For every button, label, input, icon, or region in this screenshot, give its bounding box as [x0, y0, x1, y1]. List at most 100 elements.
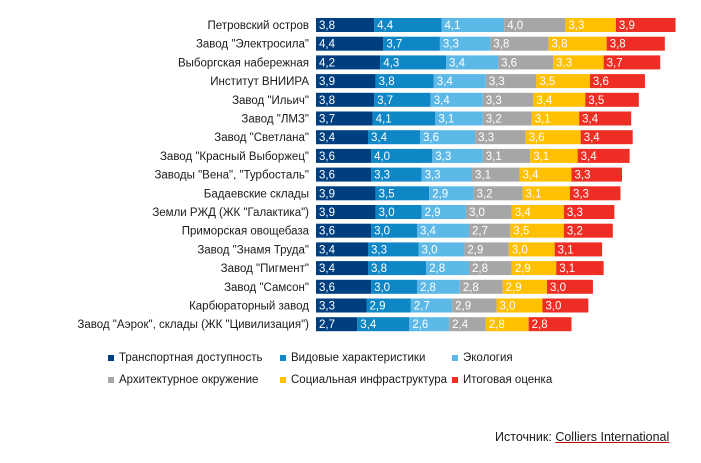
category-label: Земли РЖД (ЖК "Галактика")	[152, 207, 309, 219]
value-label: 3,1	[438, 114, 454, 126]
category-label: Завод "ЛМЗ"	[241, 114, 309, 126]
category-label: Завод "Электросила"	[196, 39, 309, 51]
value-label: 3,3	[478, 132, 494, 144]
source-note: Источник: Colliers International	[495, 430, 669, 444]
value-label: 4,4	[377, 20, 394, 32]
value-label: 3,4	[434, 95, 451, 107]
value-label: 3,0	[374, 282, 390, 294]
value-label: 3,0	[500, 301, 516, 313]
value-label: 2,7	[319, 319, 335, 331]
value-label: 3,9	[619, 20, 635, 32]
value-label: 3,3	[567, 207, 583, 219]
value-label: 3,2	[486, 114, 502, 126]
value-label: 3,8	[552, 39, 568, 51]
legend-swatch	[452, 355, 458, 361]
value-label: 3,0	[374, 226, 390, 238]
value-label: 3,7	[607, 57, 623, 69]
legend-label: Экология	[463, 352, 513, 364]
value-label: 3,6	[529, 132, 545, 144]
value-label: 3,4	[420, 226, 437, 238]
value-label: 4,4	[319, 39, 336, 51]
value-label: 3,3	[319, 301, 335, 313]
category-label: Завод "Пигмент"	[221, 263, 309, 275]
value-label: 3,3	[425, 170, 441, 182]
value-label: 3,4	[371, 132, 388, 144]
legend-item: Социальная инфраструктура	[280, 374, 452, 386]
source-label: Источник:	[495, 430, 552, 444]
value-label: 4,0	[507, 20, 523, 32]
value-label: 3,4	[584, 132, 601, 144]
value-label: 2,9	[467, 244, 483, 256]
value-label: 3,4	[536, 95, 553, 107]
category-label: Завод "Аэрок", склады (ЖК "Цивилизация")	[77, 319, 309, 331]
legend-label: Архитектурное окружение	[119, 374, 258, 386]
value-label: 2,6	[412, 319, 428, 331]
category-label: Завод "Самсон"	[224, 282, 309, 294]
value-label: 3,6	[319, 170, 335, 182]
value-label: 2,9	[425, 207, 441, 219]
legend-swatch	[108, 355, 114, 361]
value-label: 3,3	[443, 39, 459, 51]
legend-swatch	[280, 377, 286, 383]
value-label: 3,6	[319, 151, 335, 163]
value-label: 3,0	[550, 282, 566, 294]
value-label: 3,6	[593, 76, 609, 88]
value-label: 3,8	[493, 39, 509, 51]
value-label: 3,2	[567, 226, 583, 238]
value-label: 3,3	[486, 95, 502, 107]
legend-label: Транспортная доступность	[119, 352, 262, 364]
value-label: 3,8	[371, 263, 387, 275]
value-label: 3,8	[319, 95, 335, 107]
value-label: 3,1	[558, 244, 574, 256]
category-label: Выборгская набережная	[178, 57, 309, 69]
value-label: 3,4	[522, 170, 539, 182]
value-label: 3,9	[319, 207, 335, 219]
value-label: 3,3	[489, 76, 505, 88]
legend-item: Транспортная доступность	[108, 352, 280, 364]
value-label: 3,3	[374, 170, 390, 182]
value-label: 3,1	[486, 151, 502, 163]
value-label: 3,1	[475, 170, 491, 182]
source-link[interactable]: Colliers International	[555, 430, 669, 444]
value-label: 2,4	[452, 319, 469, 331]
value-label: 3,5	[588, 95, 604, 107]
value-label: 3,5	[513, 226, 529, 238]
value-label: 3,5	[379, 188, 395, 200]
value-label: 3,4	[449, 57, 466, 69]
legend-label: Социальная инфраструктура	[291, 374, 447, 386]
category-label: Петровский остров	[208, 20, 309, 32]
value-label: 3,0	[469, 207, 485, 219]
value-label: 3,0	[512, 244, 528, 256]
value-label: 3,7	[377, 95, 393, 107]
value-label: 3,6	[423, 132, 439, 144]
value-label: 2,9	[432, 188, 448, 200]
legend-item: Экология	[452, 352, 572, 364]
category-label: Завод "Знамя Труда"	[197, 244, 309, 256]
value-label: 4,1	[444, 20, 460, 32]
value-label: 3,8	[379, 76, 395, 88]
value-label: 2,8	[532, 319, 548, 331]
value-label: 3,6	[319, 282, 335, 294]
category-label: Завод "Светлана"	[214, 132, 309, 144]
value-label: 3,3	[435, 151, 451, 163]
value-label: 3,0	[545, 301, 561, 313]
value-label: 3,6	[501, 57, 517, 69]
category-label: Завод "Красный Выборжец"	[160, 151, 309, 163]
legend-swatch	[452, 377, 458, 383]
value-label: 3,7	[319, 114, 335, 126]
value-label: 2,7	[414, 301, 430, 313]
value-label: 3,4	[437, 76, 454, 88]
value-label: 2,7	[472, 226, 488, 238]
value-label: 3,1	[533, 151, 549, 163]
legend-item: Итоговая оценка	[452, 374, 572, 386]
value-label: 4,3	[383, 57, 399, 69]
value-label: 2,9	[506, 282, 522, 294]
value-label: 3,4	[319, 244, 336, 256]
value-label: 4,2	[319, 57, 335, 69]
value-label: 3,4	[319, 132, 336, 144]
value-label: 3,4	[360, 319, 377, 331]
chart-legend: Транспортная доступность Видовые характер…	[108, 352, 578, 386]
value-label: 2,8	[472, 263, 488, 275]
value-label: 3,1	[526, 188, 542, 200]
value-label: 4,0	[374, 151, 390, 163]
